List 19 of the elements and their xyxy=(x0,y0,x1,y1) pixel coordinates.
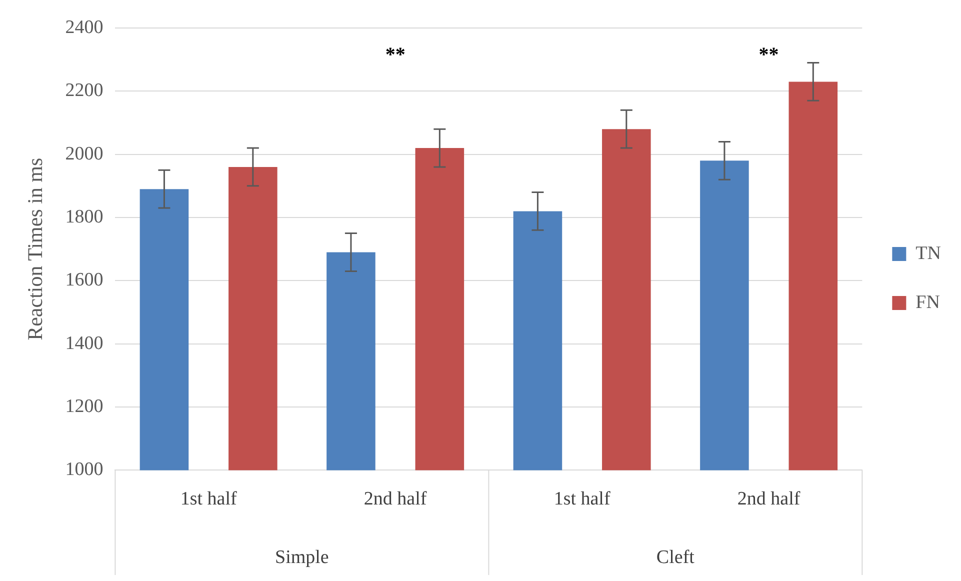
y-tick-label: 1200 xyxy=(65,396,104,418)
y-tick-label: 2200 xyxy=(65,80,104,102)
x-tick-label: 2nd half xyxy=(364,488,428,510)
legend-label: FN xyxy=(916,292,940,313)
y-tick-label: 1400 xyxy=(65,332,104,354)
y-tick-label: 2000 xyxy=(65,143,104,164)
x-tick-label: 2nd half xyxy=(737,488,801,510)
x-tick-label: 1st half xyxy=(180,488,238,510)
y-axis-title: Reaction Times in ms xyxy=(23,158,48,340)
annotation: ** xyxy=(758,44,779,66)
text: Cleft xyxy=(656,546,696,568)
x-tick-label: 1st half xyxy=(554,488,611,510)
y-tick-label: 1800 xyxy=(65,206,104,228)
y-tick-label: 1600 xyxy=(65,270,104,291)
annotation: ** xyxy=(385,44,406,66)
y-tick-label: 1000 xyxy=(65,459,104,480)
legend-label: TN xyxy=(916,242,942,264)
y-tick-label: 2400 xyxy=(65,16,104,38)
text: Simple xyxy=(275,546,329,568)
